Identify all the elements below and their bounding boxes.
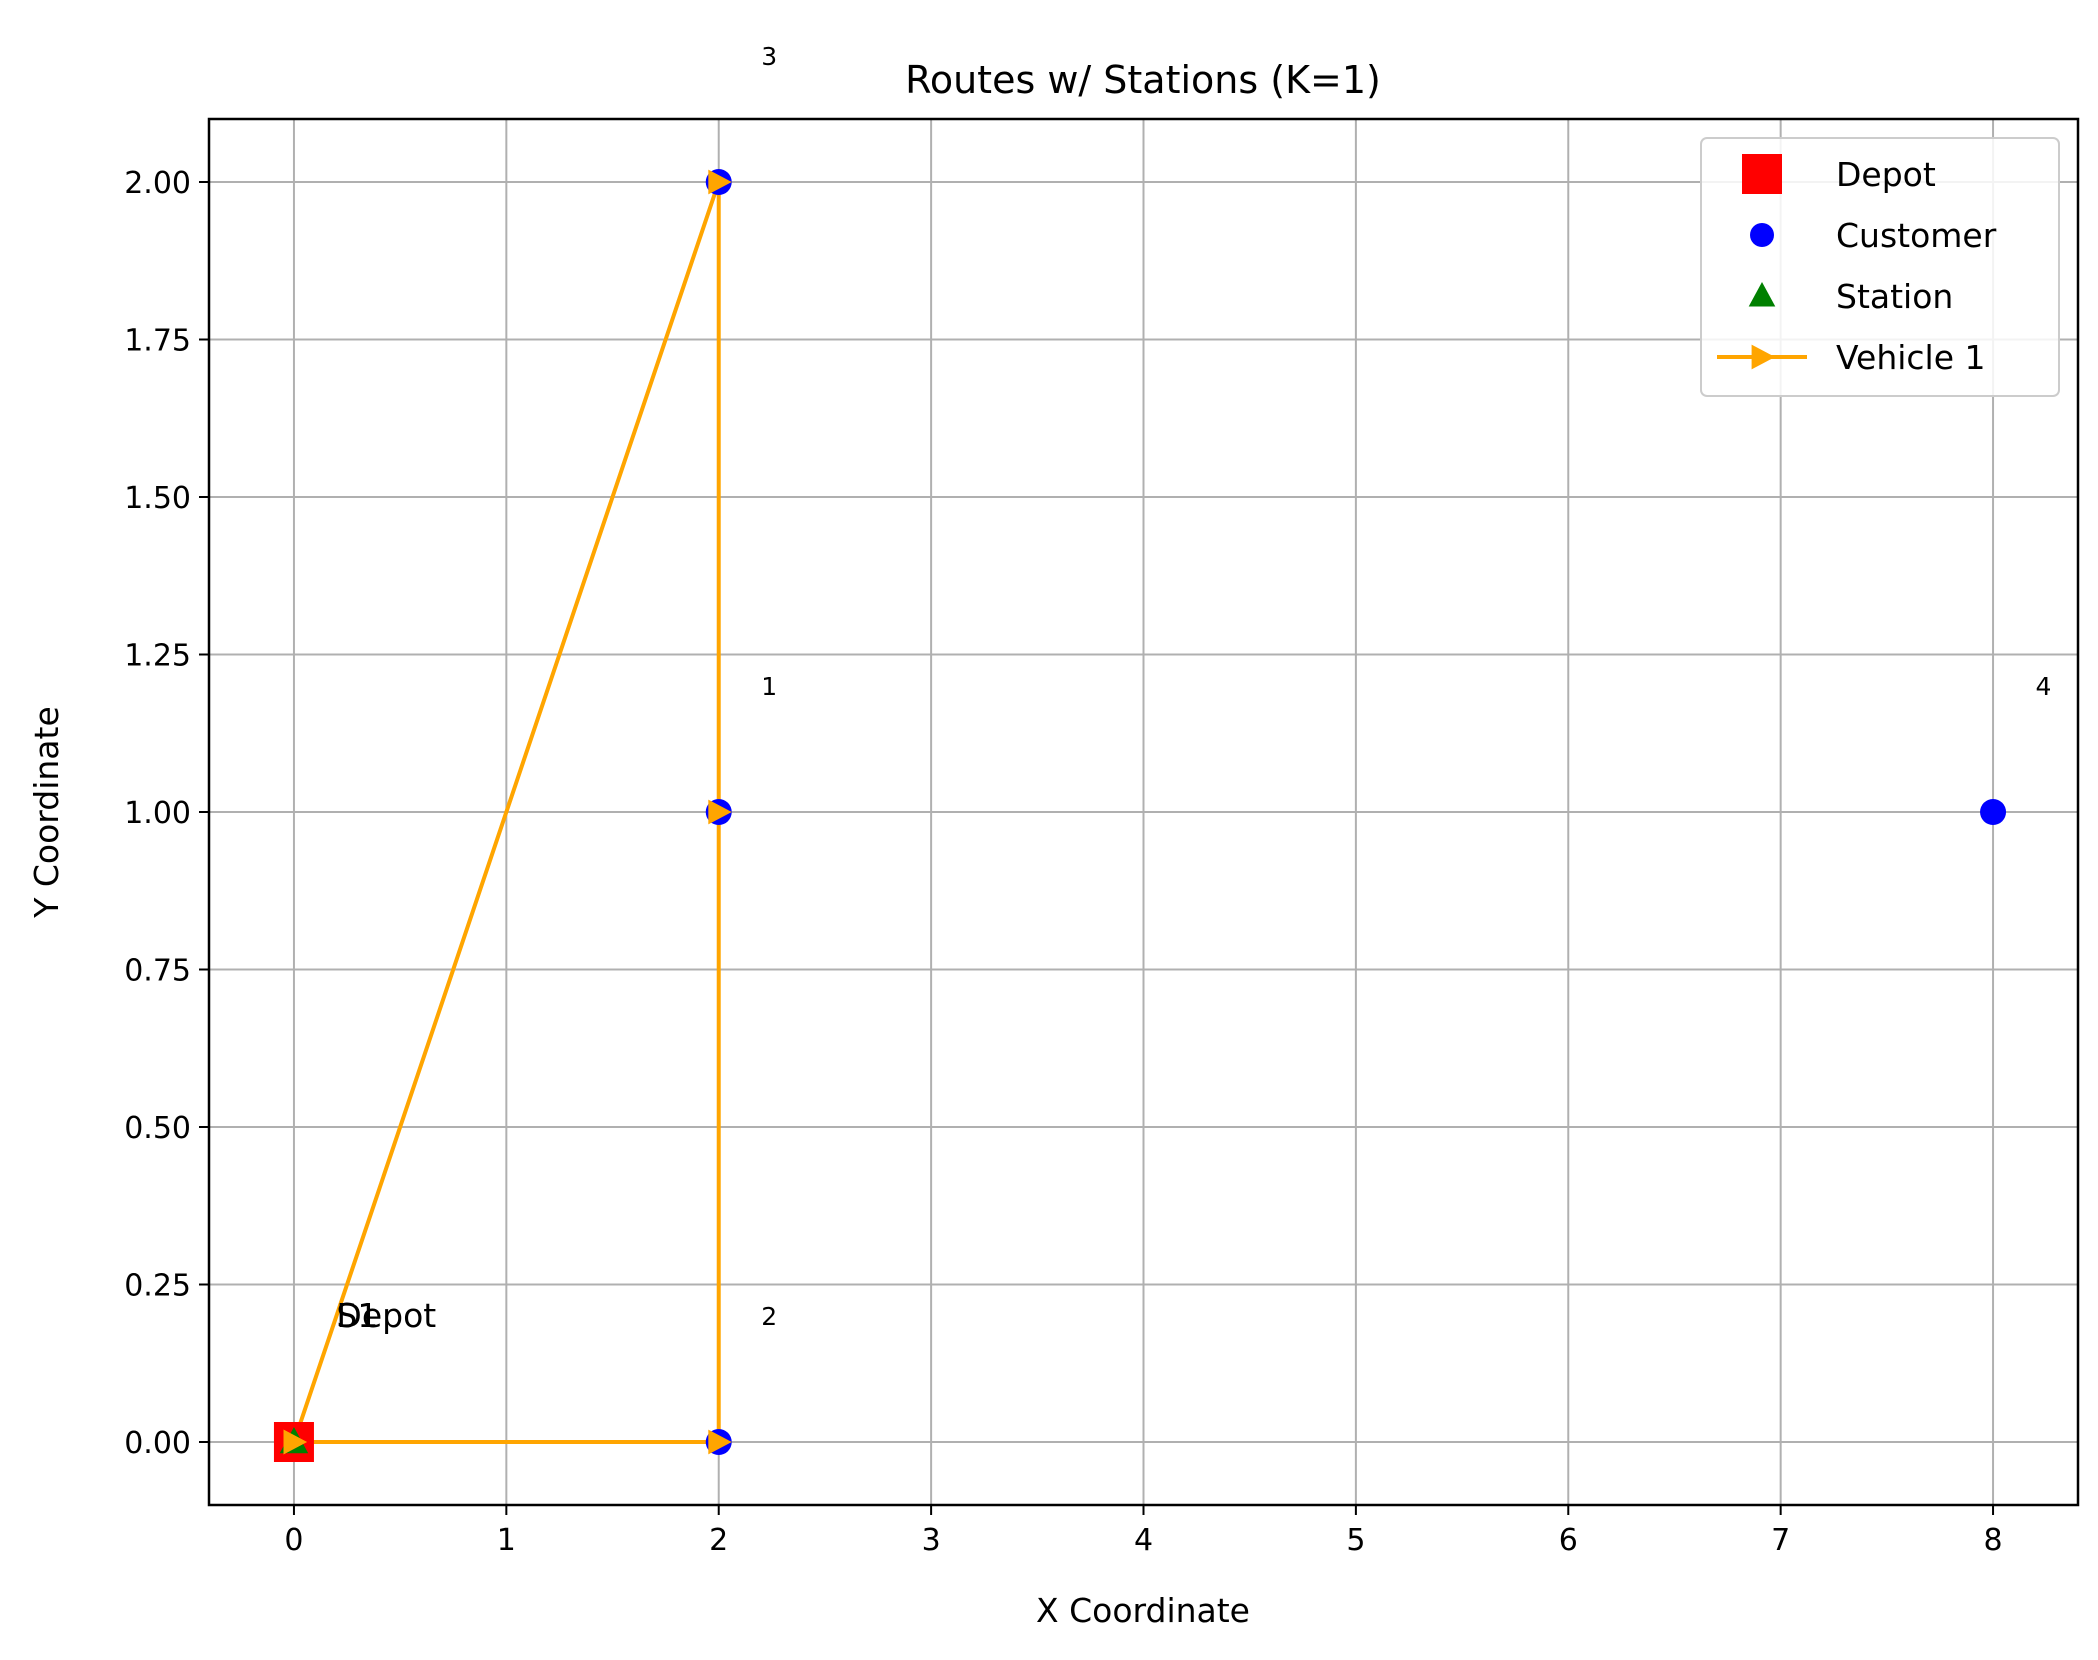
y-tick-label: 0.25 — [124, 1269, 191, 1304]
route-point-marker — [708, 799, 732, 825]
x-tick-label: 4 — [1134, 1523, 1153, 1558]
legend-label: Depot — [1836, 155, 1936, 194]
x-tick-label: 7 — [1771, 1523, 1790, 1558]
x-tick-label: 0 — [284, 1523, 303, 1558]
x-tick-label: 2 — [709, 1523, 728, 1558]
y-tick-label: 1.25 — [124, 639, 191, 674]
route-point-marker — [708, 1429, 732, 1455]
y-axis-ticks: 0.00 0.25 0.50 0.75 1.00 1.25 1.50 1.75 2.00 — [124, 166, 209, 1461]
x-tick-label: 6 — [1559, 1523, 1578, 1558]
y-tick-label: 0.75 — [124, 954, 191, 989]
legend-label: Customer — [1836, 216, 1997, 255]
point-annotation: 3 — [761, 42, 777, 71]
customer-point — [1980, 799, 2007, 825]
chart-title: Routes w/ Stations (K=1) — [905, 58, 1381, 102]
point-annotation: 4 — [2036, 672, 2052, 701]
x-tick-label: 8 — [1983, 1523, 2002, 1558]
y-tick-label: 1.50 — [124, 481, 191, 516]
x-axis-label: X Coordinate — [1036, 1591, 1250, 1630]
route-marker-layer — [283, 169, 732, 1455]
point-annotation: 2 — [761, 1302, 777, 1331]
point-annotation: Depot — [336, 1296, 436, 1335]
legend-marker — [1742, 154, 1782, 194]
legend-marker — [1750, 223, 1774, 247]
legend-label: Station — [1836, 277, 1953, 316]
x-tick-label: 5 — [1346, 1523, 1365, 1558]
legend-marker — [1751, 344, 1775, 370]
y-tick-label: 0.50 — [124, 1111, 191, 1146]
y-tick-label: 1.00 — [124, 796, 191, 831]
point-annotation: S1 — [336, 1296, 378, 1335]
y-tick-label: 1.75 — [124, 324, 191, 359]
legend: Depot Customer Station Vehicle 1 — [1700, 137, 2060, 397]
route-point-marker — [283, 1429, 307, 1455]
y-tick-label: 2.00 — [124, 166, 191, 201]
x-tick-label: 3 — [922, 1523, 941, 1558]
x-tick-label: 1 — [497, 1523, 516, 1558]
x-axis-ticks: 0 1 2 3 4 5 6 7 8 — [284, 1505, 2003, 1558]
point-annotation: 1 — [761, 672, 777, 701]
y-tick-label: 0.00 — [124, 1426, 191, 1461]
route-point-marker — [708, 169, 732, 195]
legend-label: Vehicle 1 — [1836, 338, 1986, 377]
legend-marker — [1748, 282, 1776, 307]
legend-box — [1700, 137, 2060, 397]
y-axis-label: Y Coordinate — [27, 706, 66, 919]
